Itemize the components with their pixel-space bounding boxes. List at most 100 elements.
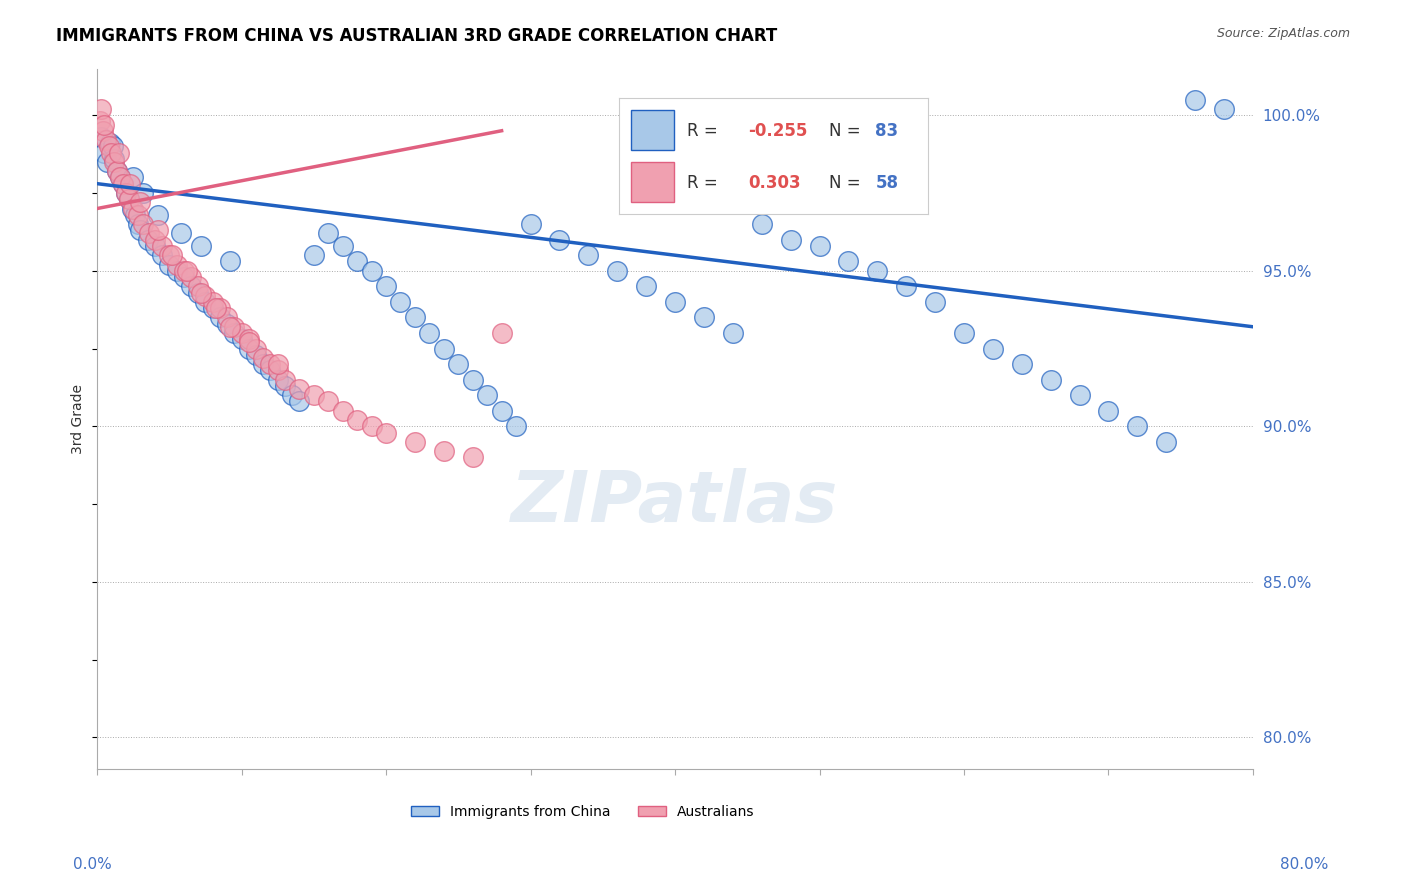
Point: [101, 139, 124, 153]
Point: [93, 118, 115, 132]
Point: [103, 154, 125, 169]
Point: [120, 177, 142, 191]
Text: 80.0%: 80.0%: [1281, 857, 1329, 872]
Point: [461, 373, 484, 387]
Point: [360, 264, 382, 278]
Point: [1039, 373, 1062, 387]
Point: [245, 348, 267, 362]
Point: [266, 357, 288, 371]
Point: [1184, 93, 1206, 107]
Text: ZIPatlas: ZIPatlas: [512, 468, 839, 537]
Point: [208, 301, 231, 315]
Point: [1156, 434, 1178, 449]
Point: [118, 192, 141, 206]
Y-axis label: 3rd Grade: 3rd Grade: [72, 384, 86, 453]
Point: [281, 388, 304, 402]
Point: [252, 357, 274, 371]
Point: [187, 285, 209, 300]
Point: [143, 233, 166, 247]
Point: [288, 394, 311, 409]
Point: [259, 357, 281, 371]
Point: [224, 319, 246, 334]
Point: [89, 114, 111, 128]
Point: [332, 404, 354, 418]
Point: [866, 264, 889, 278]
Point: [112, 177, 135, 191]
Point: [346, 254, 368, 268]
Point: [418, 326, 440, 340]
Point: [896, 279, 918, 293]
Point: [316, 394, 339, 409]
Text: -0.255: -0.255: [748, 121, 808, 139]
Point: [274, 373, 297, 387]
Point: [461, 450, 484, 465]
Point: [93, 145, 115, 160]
Point: [664, 294, 686, 309]
Point: [136, 233, 159, 247]
Point: [238, 342, 260, 356]
Point: [204, 301, 226, 315]
Point: [332, 239, 354, 253]
Point: [176, 264, 198, 278]
Point: [375, 279, 398, 293]
Point: [107, 145, 129, 160]
Point: [375, 425, 398, 440]
Point: [94, 133, 117, 147]
Point: [491, 404, 513, 418]
Point: [97, 139, 120, 153]
Point: [166, 264, 188, 278]
Point: [981, 342, 1004, 356]
Point: [108, 170, 131, 185]
Point: [953, 326, 976, 340]
FancyBboxPatch shape: [631, 162, 675, 202]
Point: [837, 254, 859, 268]
Text: N =: N =: [830, 121, 860, 139]
Point: [924, 294, 946, 309]
Point: [721, 326, 744, 340]
Point: [606, 264, 628, 278]
Point: [90, 102, 112, 116]
Point: [360, 419, 382, 434]
Point: [115, 186, 138, 200]
Point: [259, 363, 281, 377]
Point: [274, 379, 297, 393]
Point: [146, 223, 169, 237]
Point: [166, 258, 188, 272]
Point: [180, 270, 202, 285]
Point: [190, 239, 212, 253]
Point: [129, 195, 152, 210]
Point: [173, 270, 195, 285]
Point: [187, 279, 209, 293]
Text: R =: R =: [686, 121, 717, 139]
Point: [576, 248, 599, 262]
Point: [91, 124, 114, 138]
Point: [779, 233, 801, 247]
Point: [194, 294, 217, 309]
Point: [96, 154, 118, 169]
Point: [404, 310, 426, 325]
Point: [302, 388, 325, 402]
Point: [105, 164, 128, 178]
Point: [103, 152, 125, 166]
FancyBboxPatch shape: [631, 110, 675, 150]
Point: [231, 326, 253, 340]
Point: [238, 335, 260, 350]
Point: [1097, 404, 1119, 418]
Point: [132, 186, 155, 200]
Point: [208, 310, 231, 325]
Point: [143, 239, 166, 253]
Point: [1011, 357, 1033, 371]
Text: 0.303: 0.303: [748, 174, 801, 192]
Point: [548, 233, 571, 247]
Point: [447, 357, 470, 371]
Point: [122, 170, 145, 185]
Point: [112, 177, 135, 191]
Point: [224, 326, 246, 340]
Point: [475, 388, 498, 402]
Point: [219, 319, 242, 334]
Legend: Immigrants from China, Australians: Immigrants from China, Australians: [405, 799, 759, 825]
Point: [201, 301, 224, 315]
Point: [127, 208, 149, 222]
Point: [1069, 388, 1091, 402]
Point: [190, 285, 212, 300]
